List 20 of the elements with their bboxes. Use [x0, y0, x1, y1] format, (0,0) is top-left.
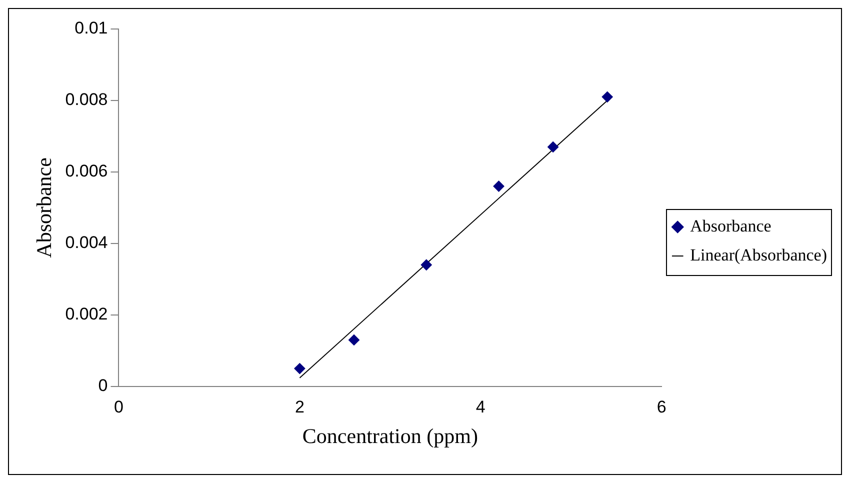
y-tick-label: 0.002: [65, 304, 108, 324]
legend-label: Absorbance: [690, 216, 772, 236]
point: [493, 180, 504, 192]
x-axis-title: Concentration (ppm): [302, 424, 478, 448]
x-tick-label: 2: [294, 397, 304, 416]
y-tick-label: 0.004: [65, 233, 108, 252]
point: [548, 141, 559, 152]
y-tick-label: 0: [98, 376, 108, 396]
x-tick-label: 4: [476, 397, 486, 416]
point: [294, 363, 306, 374]
point: [348, 334, 360, 346]
y-tick-label: 0.008: [65, 90, 108, 110]
x-tick-label: 6: [656, 397, 666, 416]
legend-label: Linear(Absorbance): [690, 245, 828, 264]
point: [602, 91, 613, 102]
point: [420, 259, 432, 270]
y-tick-label: 0.01: [74, 18, 108, 38]
y-tick-label: 0.006: [65, 162, 108, 181]
x-tick-label: 0: [114, 397, 124, 416]
y-axis-title: Absorbance: [32, 158, 56, 258]
